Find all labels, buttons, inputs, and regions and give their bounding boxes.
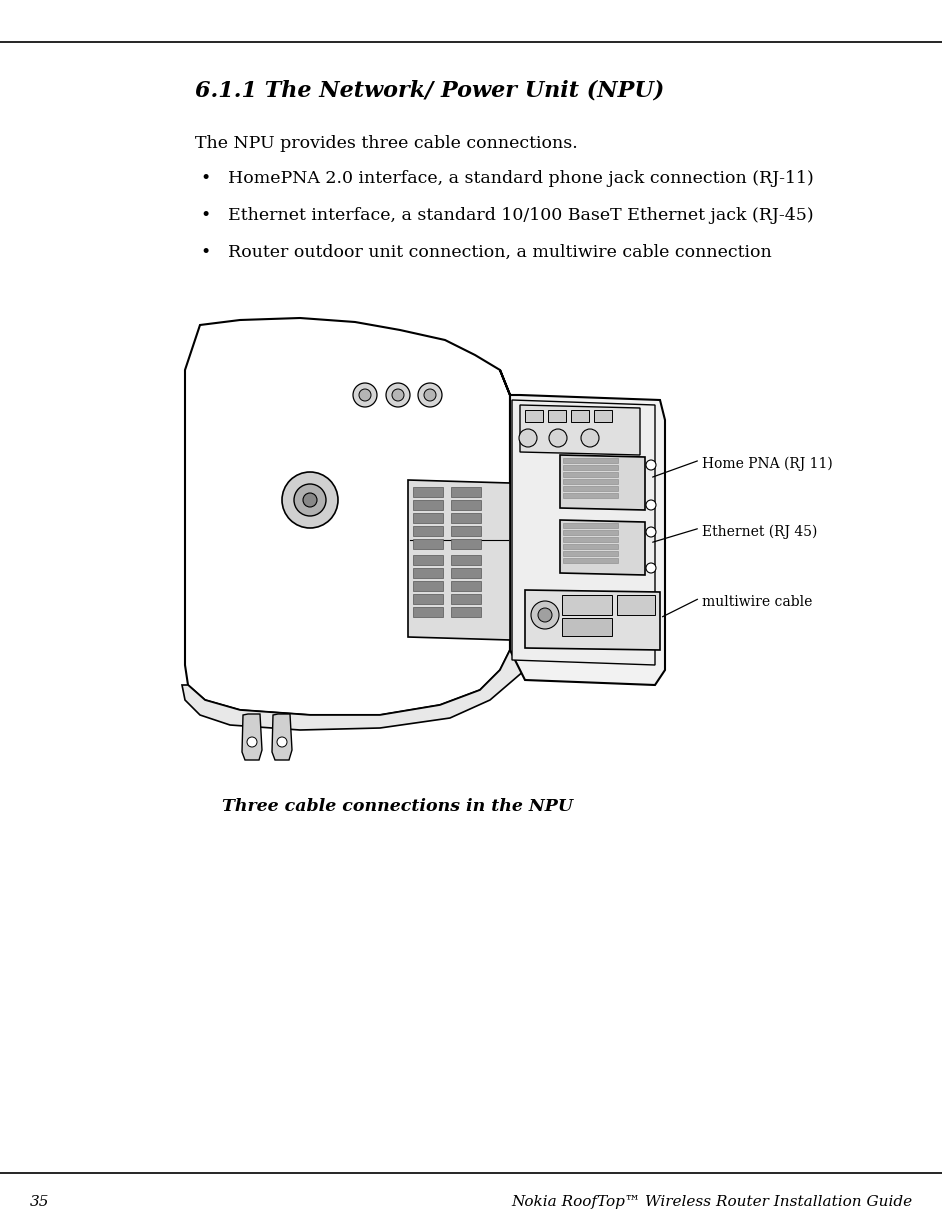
Bar — [451, 581, 481, 591]
Polygon shape — [560, 455, 645, 510]
Bar — [525, 411, 543, 421]
Polygon shape — [182, 650, 525, 730]
Text: 35: 35 — [30, 1195, 50, 1209]
Bar — [594, 411, 612, 421]
Circle shape — [531, 601, 559, 629]
Polygon shape — [560, 520, 645, 575]
Bar — [451, 513, 481, 523]
Circle shape — [294, 484, 326, 516]
Circle shape — [646, 527, 656, 536]
Polygon shape — [525, 590, 660, 650]
Circle shape — [581, 429, 599, 447]
Circle shape — [646, 500, 656, 510]
Text: Router outdoor unit connection, a multiwire cable connection: Router outdoor unit connection, a multiw… — [228, 243, 771, 262]
Circle shape — [519, 429, 537, 447]
Circle shape — [359, 389, 371, 401]
Bar — [451, 526, 481, 536]
Text: Ethernet (RJ 45): Ethernet (RJ 45) — [702, 526, 818, 539]
Bar — [563, 544, 618, 549]
Bar — [413, 595, 443, 604]
Bar — [563, 486, 618, 490]
Bar — [563, 536, 618, 543]
Text: 6.1.1 The Network/ Power Unit (NPU): 6.1.1 The Network/ Power Unit (NPU) — [195, 80, 664, 102]
Polygon shape — [500, 371, 665, 685]
Bar — [563, 493, 618, 498]
Bar — [563, 523, 618, 528]
Bar — [563, 472, 618, 477]
Bar — [451, 500, 481, 510]
Polygon shape — [512, 400, 655, 665]
Polygon shape — [242, 714, 262, 761]
Bar — [413, 513, 443, 523]
Circle shape — [424, 389, 436, 401]
Text: Ethernet interface, a standard 10/100 BaseT Ethernet jack (RJ-45): Ethernet interface, a standard 10/100 Ba… — [228, 207, 820, 224]
Bar — [563, 465, 618, 470]
Bar — [617, 595, 655, 615]
Circle shape — [386, 383, 410, 407]
Bar — [413, 607, 443, 616]
Text: Nokia RoofTop™ Wireless Router Installation Guide: Nokia RoofTop™ Wireless Router Installat… — [511, 1195, 912, 1209]
Text: •: • — [200, 170, 210, 186]
Bar — [451, 555, 481, 566]
Text: Home PNA (RJ 11): Home PNA (RJ 11) — [702, 457, 833, 471]
Circle shape — [247, 737, 257, 747]
Circle shape — [418, 383, 442, 407]
Circle shape — [353, 383, 377, 407]
Circle shape — [303, 493, 317, 507]
Bar — [563, 458, 618, 463]
Polygon shape — [185, 318, 510, 714]
Polygon shape — [408, 480, 510, 639]
Bar — [562, 618, 612, 636]
Bar — [451, 595, 481, 604]
Bar — [563, 558, 618, 563]
Bar — [563, 480, 618, 484]
Bar — [451, 607, 481, 616]
Text: multiwire cable: multiwire cable — [702, 595, 812, 609]
Circle shape — [549, 429, 567, 447]
Text: Three cable connections in the NPU: Three cable connections in the NPU — [222, 798, 573, 815]
Bar — [413, 500, 443, 510]
Bar — [413, 555, 443, 566]
Circle shape — [538, 608, 552, 622]
Circle shape — [277, 737, 287, 747]
Text: •: • — [200, 207, 210, 224]
Circle shape — [646, 460, 656, 470]
Bar — [563, 530, 618, 535]
Bar — [413, 526, 443, 536]
Bar — [563, 551, 618, 556]
Polygon shape — [272, 714, 292, 761]
Bar — [413, 539, 443, 549]
Bar — [413, 581, 443, 591]
Text: The NPU provides three cable connections.: The NPU provides three cable connections… — [195, 134, 577, 153]
Bar — [451, 487, 481, 497]
Bar — [413, 568, 443, 578]
Circle shape — [392, 389, 404, 401]
Text: HomePNA 2.0 interface, a standard phone jack connection (RJ-11): HomePNA 2.0 interface, a standard phone … — [228, 170, 814, 186]
Bar — [571, 411, 589, 421]
Bar — [562, 595, 612, 615]
Circle shape — [282, 472, 338, 528]
Text: •: • — [200, 243, 210, 262]
Circle shape — [646, 563, 656, 573]
Bar — [451, 539, 481, 549]
Bar — [413, 487, 443, 497]
Bar — [451, 568, 481, 578]
Polygon shape — [520, 404, 640, 455]
Bar — [548, 411, 566, 421]
